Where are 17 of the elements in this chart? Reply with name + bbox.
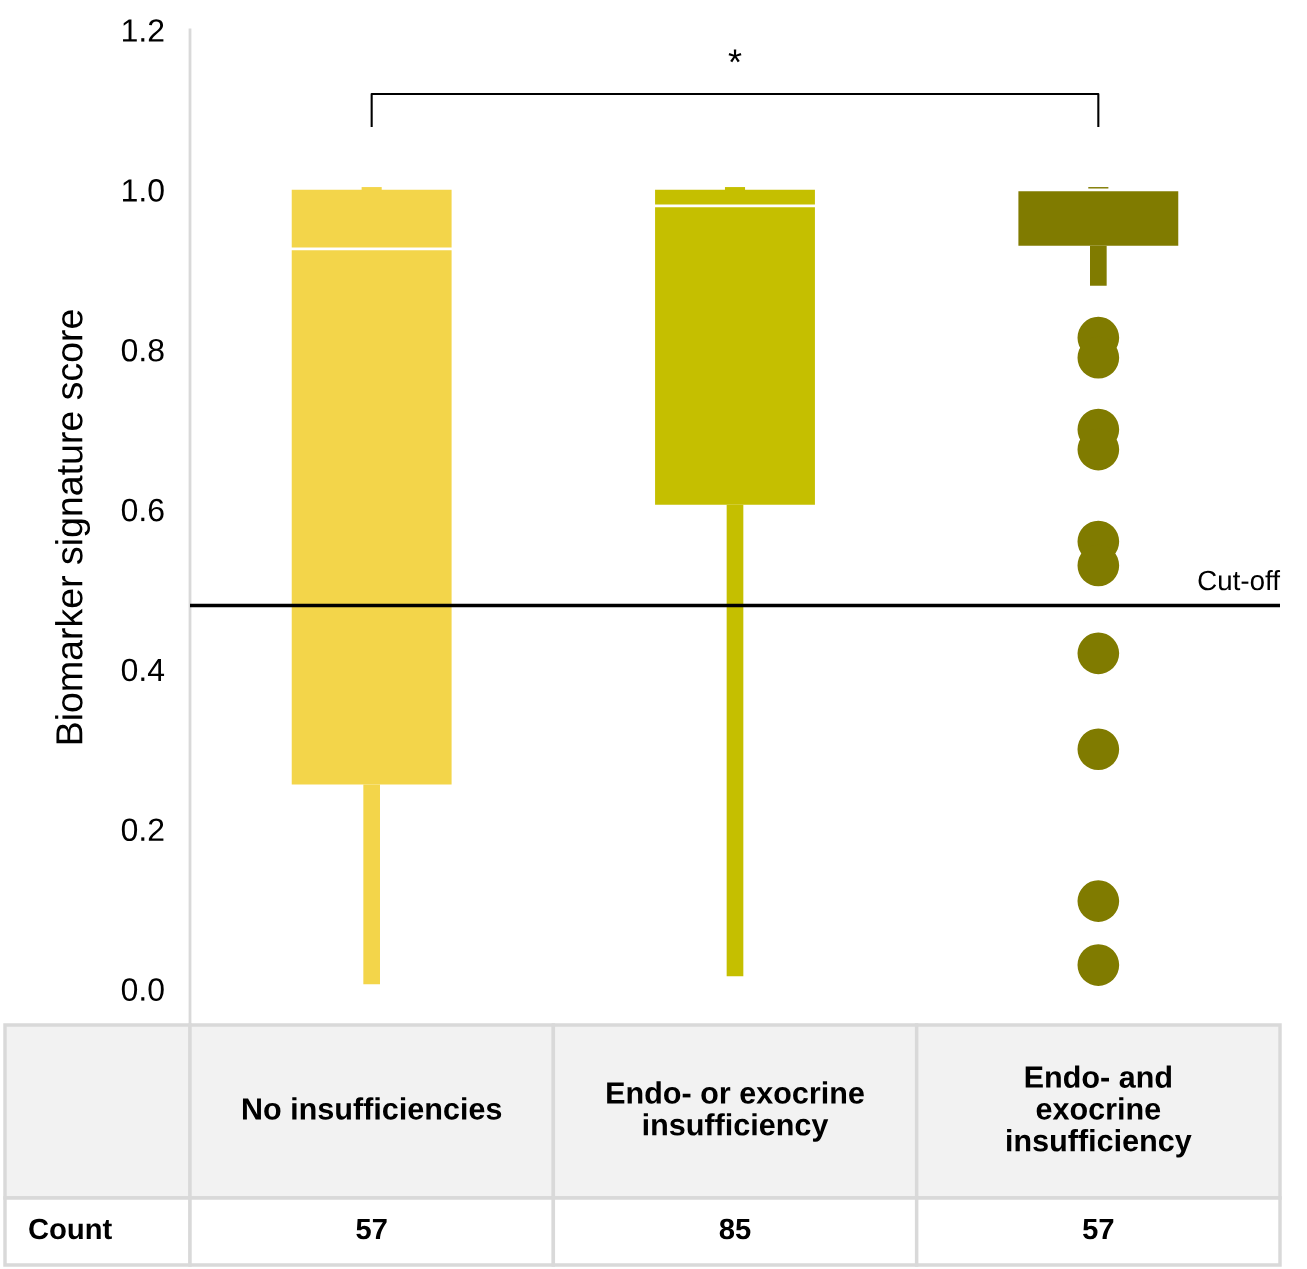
y-axis-title: Biomarker signature score	[55, 310, 91, 744]
y-tick-label: 1.2	[123, 19, 164, 42]
text: Count	[29, 1218, 112, 1240]
x-tick-label: Endo- or exocrine insufficiency	[607, 1081, 864, 1142]
text: 57	[1083, 1218, 1114, 1240]
y-tick-label: 0.0	[121, 978, 164, 1001]
text: 85	[719, 1218, 751, 1240]
ref-line-label: Cut-off	[1198, 569, 1281, 591]
y-tick-label: 0.8	[121, 338, 164, 362]
annotation: *	[728, 49, 742, 63]
text: 57	[356, 1218, 387, 1240]
y-tick-label: 1.0	[123, 179, 164, 202]
y-tick-label: 0.6	[121, 498, 164, 522]
x-tick-label: Endo- and exocrine insufficiency	[1007, 1065, 1192, 1158]
x-tick-label: No insufficiencies	[242, 1097, 502, 1120]
y-tick-label: 0.2	[121, 818, 164, 842]
y-tick-label: 0.4	[121, 658, 165, 682]
